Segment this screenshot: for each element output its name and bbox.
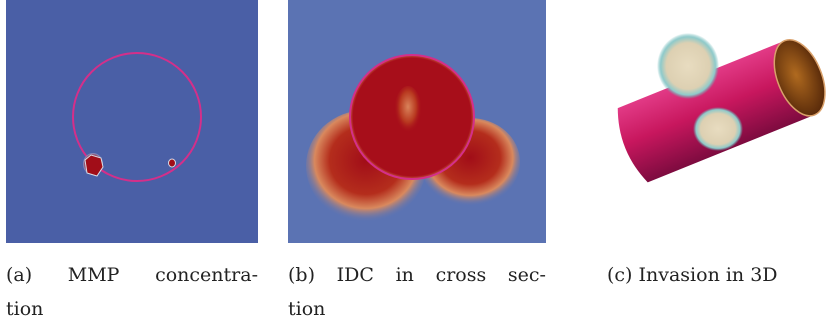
figure-c-caption: (c) Invasion in 3D <box>607 258 837 292</box>
figure-c-caption-line-1: (c) Invasion in 3D <box>607 264 778 286</box>
figure-b-caption-line-1: (b) IDC in cross sec- <box>288 264 546 286</box>
figure-a-mmp-spot-large-edge <box>84 154 104 177</box>
figure-b-caption-line-2: tion <box>288 298 326 320</box>
figure-a-background <box>6 0 258 243</box>
figure-a-caption-line-2: tion <box>6 298 44 320</box>
figure-a-caption: (a) MMP concentra- tion <box>6 258 258 326</box>
figure-c-cylinder-end <box>773 39 826 117</box>
figure-a-vessel-outline <box>72 52 202 182</box>
figure-c-invasion-3d <box>617 33 826 183</box>
figure-b-idc-cross-section <box>288 0 546 243</box>
figure-c-invasion-blob-bottom <box>693 107 743 151</box>
figure-b-caption: (b) IDC in cross sec- tion <box>288 258 546 326</box>
figure-b-tumor-core <box>394 86 422 138</box>
figure-a-caption-line-1: (a) MMP concentra- <box>6 264 258 286</box>
figure-a-mmp-spot-small <box>168 158 176 168</box>
figure-a-mmp-concentration <box>6 0 258 243</box>
figure-c-invasion-blob-top <box>657 33 719 99</box>
